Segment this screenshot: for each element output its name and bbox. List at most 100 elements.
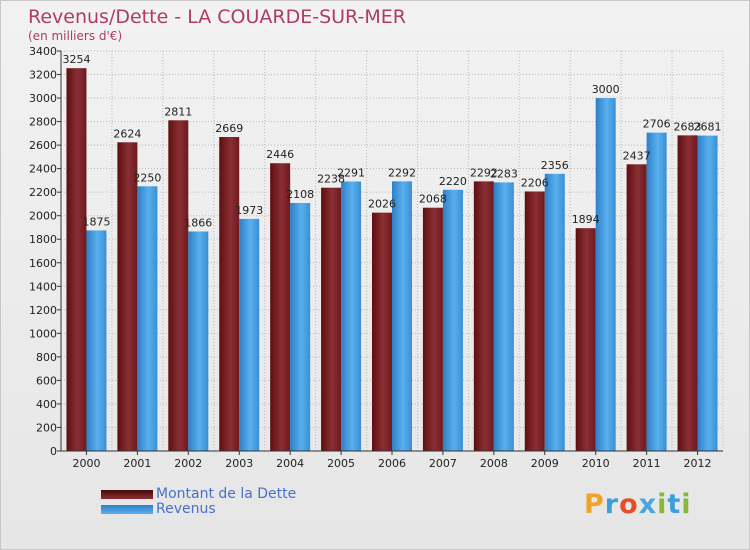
data-label: 2669 xyxy=(215,122,243,135)
x-tick-label: 2005 xyxy=(327,457,355,470)
data-label: 2446 xyxy=(266,148,294,161)
chart-title: Revenus/Dette - LA COUARDE-SUR-MER xyxy=(28,6,406,28)
bar-dette xyxy=(321,187,342,452)
data-label: 3254 xyxy=(62,53,90,66)
x-tick-label: 2002 xyxy=(174,457,202,470)
bar-dette xyxy=(473,181,494,451)
data-label: 2291 xyxy=(337,166,365,179)
y-tick-label: 600 xyxy=(36,374,57,387)
y-tick-label: 3000 xyxy=(29,92,57,105)
bar-dette xyxy=(66,68,87,452)
logo-letter: x xyxy=(638,489,658,520)
y-tick-label: 3400 xyxy=(29,45,57,58)
bar-dette xyxy=(372,212,392,451)
bar-dette xyxy=(219,137,240,451)
data-label: 2026 xyxy=(368,198,396,211)
data-label: 2356 xyxy=(541,159,569,172)
bar-revenus xyxy=(239,218,260,451)
logo-letter: t xyxy=(667,489,682,520)
data-label: 1894 xyxy=(572,213,600,226)
bar-dette xyxy=(524,191,545,451)
y-tick-label: 1200 xyxy=(29,304,57,317)
x-tick-label: 2003 xyxy=(225,457,253,470)
legend-swatch-revenus xyxy=(101,505,153,514)
logo-letter: i xyxy=(681,489,692,520)
data-label: 2681 xyxy=(694,121,722,134)
x-tick-label: 2011 xyxy=(633,457,661,470)
y-tick-label: 2400 xyxy=(29,163,57,176)
y-tick-label: 400 xyxy=(36,398,57,411)
bar-dette xyxy=(270,163,291,451)
logo-letter: o xyxy=(619,489,639,520)
bar-revenus xyxy=(697,135,718,451)
bar-revenus xyxy=(188,231,209,451)
axes: 0 200 400 600 800 1000 1200 1400 1600 1800 2000 220… xyxy=(29,45,723,470)
y-tick-label: 1400 xyxy=(29,280,57,293)
data-label: 1973 xyxy=(235,204,263,217)
data-label: 2250 xyxy=(133,171,161,184)
x-tick-label: 2000 xyxy=(72,457,100,470)
data-label: 2220 xyxy=(439,175,467,188)
bar-revenus xyxy=(392,181,412,451)
x-tick-label: 2010 xyxy=(582,457,610,470)
data-label: 2068 xyxy=(419,193,447,206)
legend-label-revenus: Revenus xyxy=(156,501,216,517)
data-label: 2206 xyxy=(521,176,549,189)
y-tick-label: 0 xyxy=(50,445,57,458)
data-label: 2238 xyxy=(317,173,345,186)
data-label: 1875 xyxy=(82,215,110,228)
bar-revenus xyxy=(544,173,565,451)
bar-revenus xyxy=(493,182,514,452)
bar-revenus xyxy=(290,203,311,451)
y-tick-label: 3200 xyxy=(29,69,57,82)
x-tick-label: 2007 xyxy=(429,457,457,470)
bar-revenus xyxy=(341,181,362,451)
y-tick-label: 2200 xyxy=(29,186,57,199)
x-tick-label: 2006 xyxy=(378,457,406,470)
bar-dette xyxy=(117,142,138,451)
chart-subtitle: (en milliers d'€) xyxy=(28,29,123,43)
bar-dette xyxy=(626,164,647,451)
legend-label-dette: Montant de la Dette xyxy=(156,486,297,502)
bar-revenus xyxy=(86,230,107,451)
data-label: 1866 xyxy=(184,216,212,229)
data-label: 2624 xyxy=(113,127,141,140)
data-label: 2292 xyxy=(388,166,416,179)
data-label: 2811 xyxy=(164,105,192,118)
bar-dette xyxy=(422,207,443,451)
bar-dette xyxy=(575,228,596,451)
data-labels: 3254 1875 2624 2250 2811 1866 2669 1973 2446 2108… xyxy=(62,53,721,229)
data-label: 2292 xyxy=(470,166,498,179)
bars xyxy=(66,68,718,452)
y-tick-label: 200 xyxy=(36,421,57,434)
bar-dette xyxy=(677,135,698,451)
x-tick-label: 2004 xyxy=(276,457,304,470)
bar-dette xyxy=(168,120,189,451)
y-tick-label: 2000 xyxy=(29,210,57,223)
legend-swatch-dette xyxy=(101,490,153,499)
y-tick-label: 1600 xyxy=(29,257,57,270)
x-tick-label: 2012 xyxy=(684,457,712,470)
x-tick-label: 2001 xyxy=(123,457,151,470)
data-label: 2706 xyxy=(643,118,671,131)
x-tick-label: 2008 xyxy=(480,457,508,470)
data-label: 3000 xyxy=(592,83,620,96)
data-label: 2683 xyxy=(674,120,702,133)
data-label: 2108 xyxy=(286,188,314,201)
logo-letter: i xyxy=(657,489,668,520)
data-label: 2283 xyxy=(490,167,518,180)
y-tick-label: 2800 xyxy=(29,116,57,129)
y-tick-label: 1000 xyxy=(29,327,57,340)
proxiti-logo: Proxiti xyxy=(584,489,692,520)
y-tick-label: 2600 xyxy=(29,139,57,152)
x-tick-label: 2009 xyxy=(531,457,559,470)
logo-letter: r xyxy=(604,489,620,520)
bar-chart: 0 200 400 600 800 1000 1200 1400 1600 1800 2000 220… xyxy=(29,45,724,470)
y-tick-label: 1800 xyxy=(29,233,57,246)
bar-revenus xyxy=(137,186,158,451)
bar-revenus xyxy=(442,189,463,451)
logo-letter: P xyxy=(584,489,605,520)
bar-revenus xyxy=(646,132,667,451)
data-label: 2437 xyxy=(623,149,651,162)
